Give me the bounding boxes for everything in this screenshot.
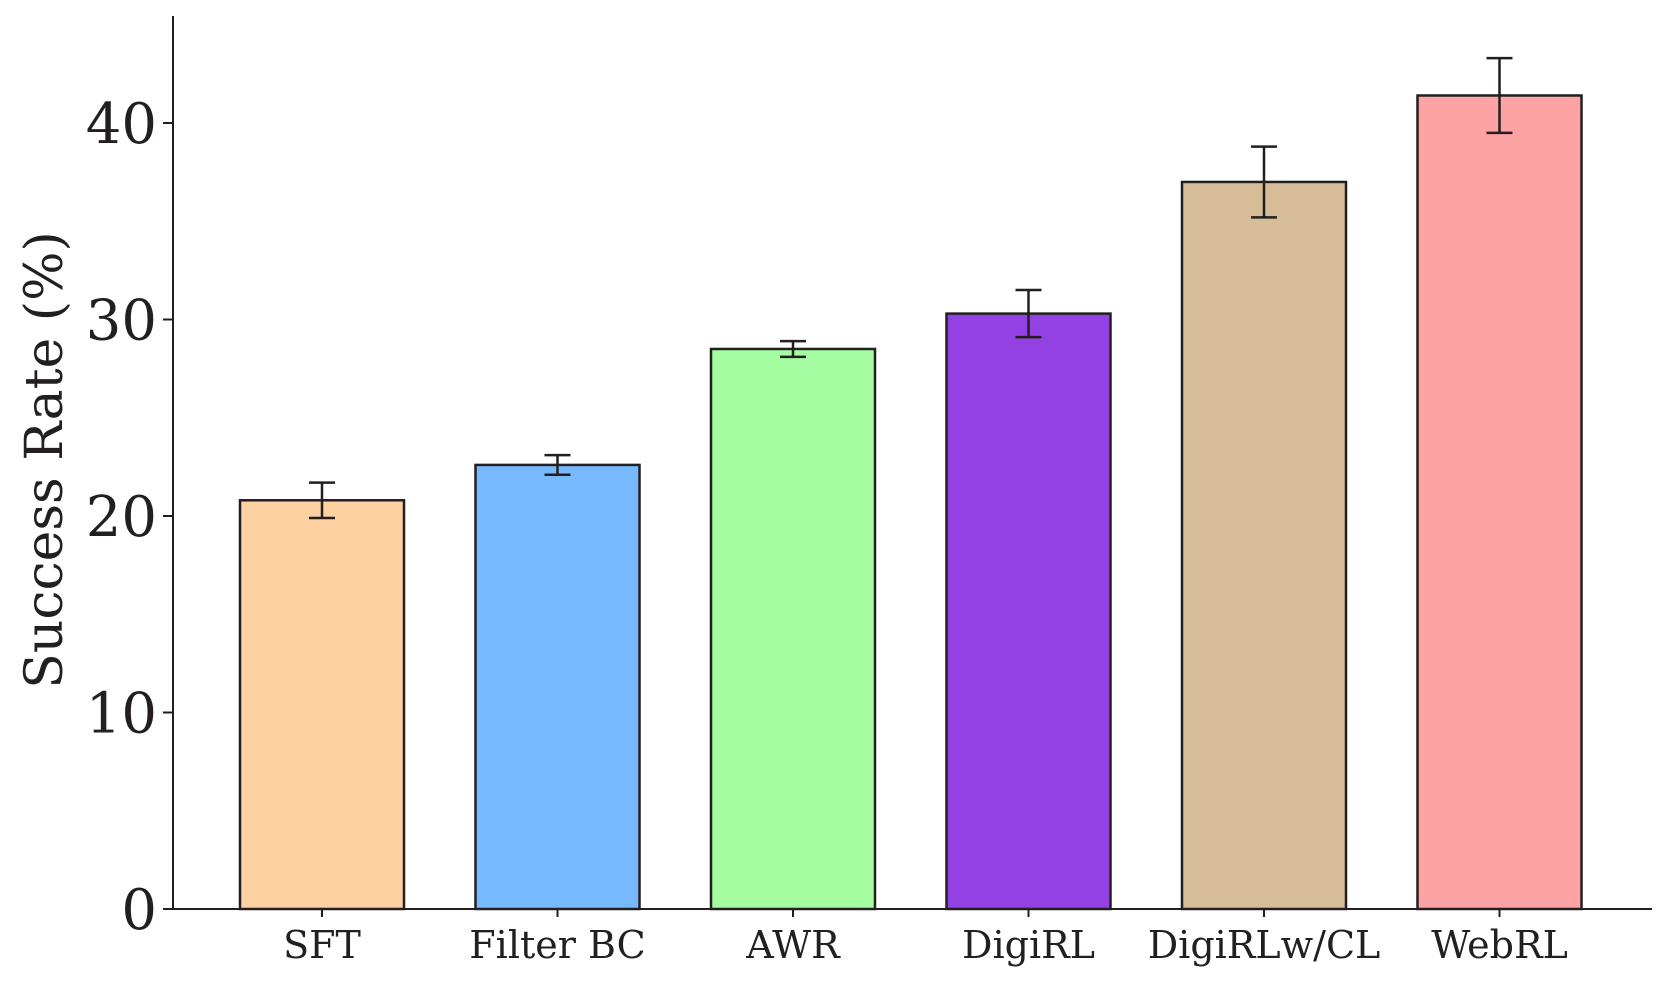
x-ticks-layer: SFT Filter BC AWR DigiRL DigiRLw/CL WebRL	[283, 909, 1568, 967]
x-tick-label: AWR	[745, 923, 841, 967]
error-bar-webrl	[1486, 56, 1513, 135]
y-axis-title: Success Rate (%)	[15, 231, 75, 689]
bars-layer	[238, 94, 1583, 911]
y-tick-label: 0	[121, 878, 157, 943]
error-bars-layer	[309, 56, 1513, 520]
bar-digirl	[945, 312, 1112, 911]
bar-sft	[238, 499, 406, 911]
y-ticks-layer: 0 10 20 30 40	[86, 92, 173, 943]
y-tick-label: 40	[86, 92, 157, 157]
x-tick-label: DigiRLw/CL	[1148, 923, 1381, 967]
error-bar-sft	[309, 481, 335, 520]
x-tick-label: DigiRL	[962, 923, 1095, 967]
bar-awr	[709, 347, 877, 911]
error-bar-awr	[780, 339, 806, 359]
bar-filter-bc	[474, 463, 641, 911]
error-bar-filter-bc	[544, 453, 571, 476]
y-tick-label: 10	[86, 682, 157, 747]
x-tick-label: Filter BC	[469, 923, 645, 967]
y-tick-label: 20	[86, 485, 157, 550]
error-bar-digirl	[1015, 288, 1042, 339]
bar-webrl	[1416, 94, 1583, 911]
axes-layer	[172, 16, 1652, 910]
y-tick-label: 30	[86, 289, 157, 354]
x-tick-label: SFT	[283, 923, 361, 967]
x-tick-label: WebRL	[1431, 923, 1568, 967]
error-bar-digirlw-cl	[1251, 145, 1277, 219]
bar-digirlw-cl	[1180, 180, 1348, 911]
